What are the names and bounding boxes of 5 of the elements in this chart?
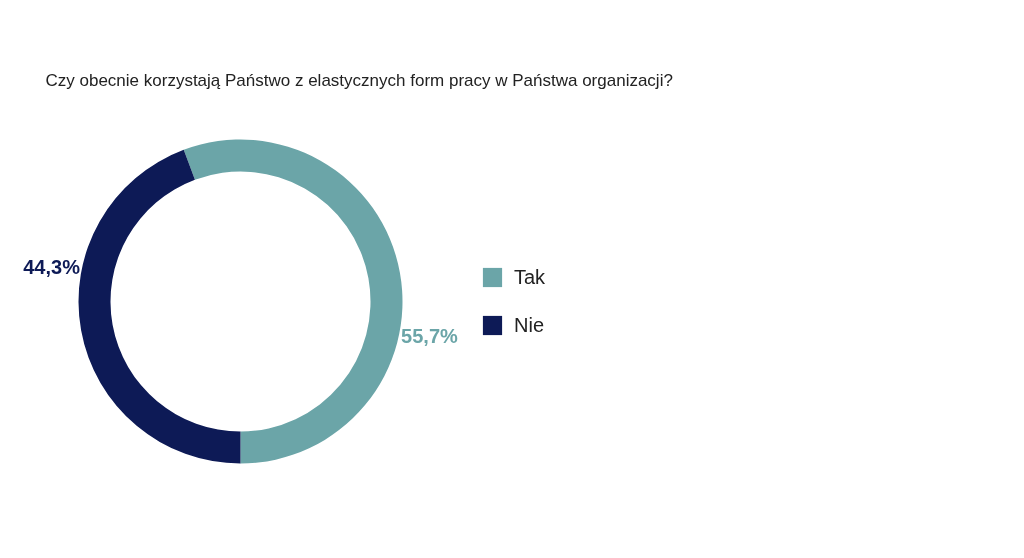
chart-title: Czy obecnie korzystają Państwo z elastycznych form pracy w Państwa organizacji? <box>45 71 673 90</box>
data-label: 55,7% <box>401 324 458 347</box>
data-label: 44,3% <box>23 256 81 279</box>
legend-label: Tak <box>514 265 546 289</box>
legend-label: Nie <box>514 313 545 337</box>
